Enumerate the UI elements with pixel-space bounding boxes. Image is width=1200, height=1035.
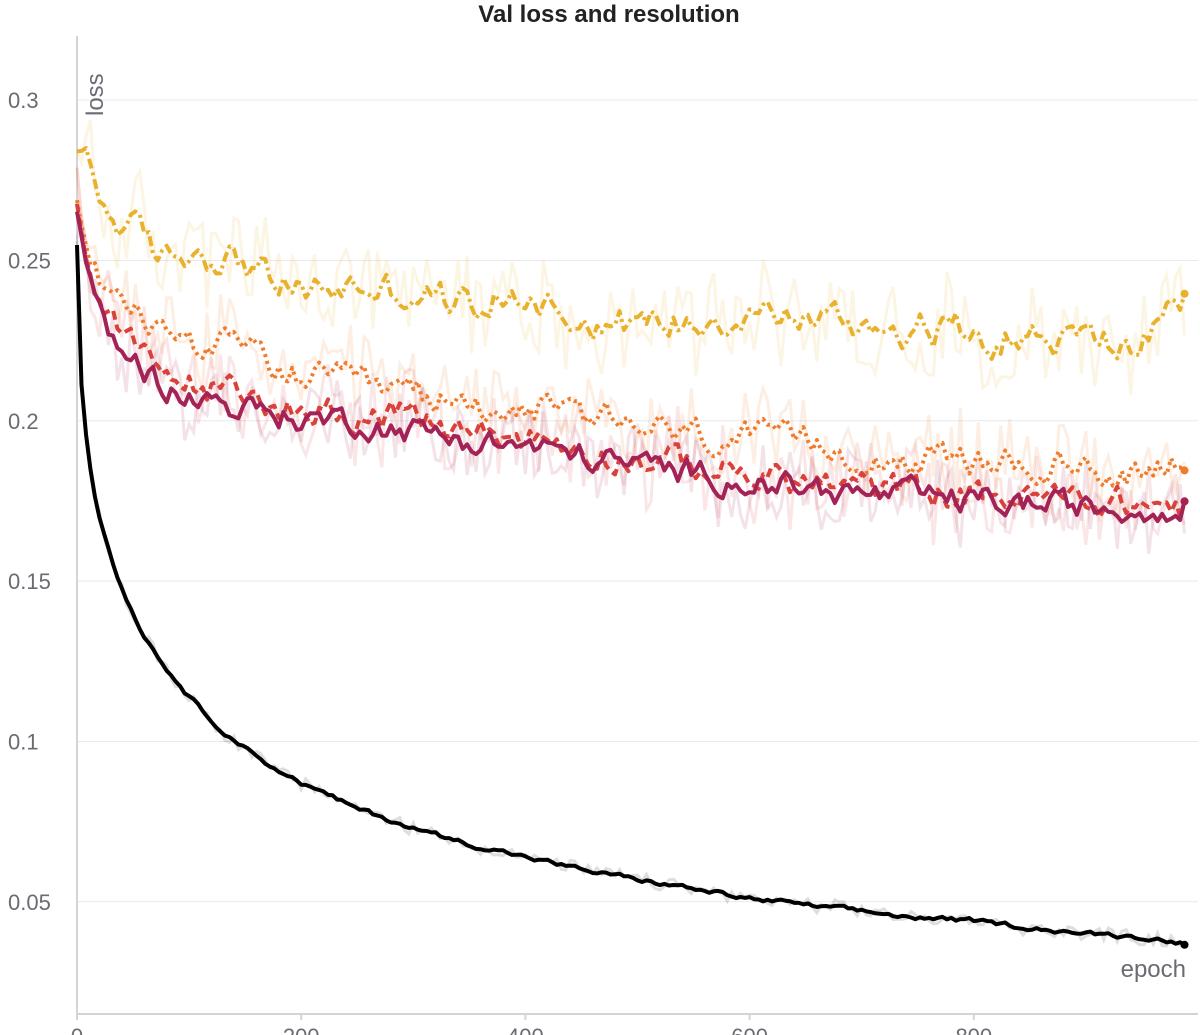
- series-end-point-magenta-solid: [1180, 497, 1189, 506]
- series-group: [75, 146, 1189, 949]
- x-tick-label: 400: [507, 1024, 544, 1035]
- x-axis-label: epoch: [1121, 956, 1186, 983]
- y-axis-label: loss: [82, 73, 109, 116]
- series-end-point-black-solid: [1180, 940, 1189, 949]
- raw-band-magenta-solid: [75, 220, 1186, 554]
- tick-labels: 0.05 0.1 0.15 0.2 0.25 0.3 0 200 400 600 800: [8, 88, 992, 1035]
- chart-title: Val loss and resolution: [478, 1, 739, 28]
- series-line-magenta-solid: [75, 211, 1187, 524]
- y-tick-label: 0.1: [8, 729, 39, 754]
- x-tick-label: 800: [955, 1024, 992, 1035]
- axes: [76, 36, 1198, 1020]
- raw-band-red-dashed: [75, 167, 1186, 546]
- y-tick-label: 0.15: [8, 569, 51, 594]
- raw-band-orange-dotted: [75, 167, 1186, 523]
- y-tick-label: 0.2: [8, 409, 39, 434]
- series-end-point-orange-dotted: [1180, 466, 1189, 475]
- series-end-point-yellow-dashdot: [1180, 289, 1189, 298]
- y-tick-label: 0.3: [8, 88, 39, 113]
- series-line-orange-dotted: [75, 199, 1186, 488]
- series-line-yellow-dashdot: [76, 146, 1187, 361]
- series-line-black-solid: [75, 245, 1186, 947]
- series-line-red-dashed: [75, 203, 1187, 520]
- x-tick-label: 600: [731, 1024, 768, 1035]
- x-tick-label: 0: [71, 1024, 83, 1035]
- raw-bands: [75, 119, 1186, 949]
- y-tick-label: 0.05: [8, 890, 51, 915]
- y-tick-label: 0.25: [8, 248, 51, 273]
- raw-band-yellow-dashdot: [75, 119, 1186, 396]
- x-tick-label: 200: [283, 1024, 320, 1035]
